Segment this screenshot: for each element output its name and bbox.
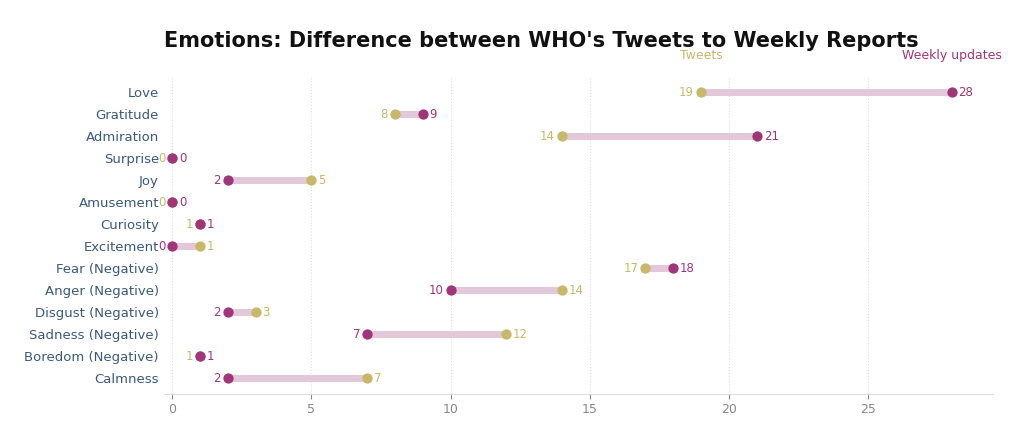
Text: 0: 0: [158, 196, 165, 209]
Text: 10: 10: [429, 284, 443, 297]
Text: 0: 0: [179, 196, 186, 209]
Text: 1: 1: [207, 218, 214, 231]
Point: [665, 265, 681, 272]
Text: 0: 0: [179, 152, 186, 165]
Point: [554, 287, 570, 294]
Point: [191, 353, 208, 360]
Point: [164, 155, 180, 162]
Text: 1: 1: [185, 350, 194, 363]
Text: 9: 9: [430, 108, 437, 121]
Point: [191, 243, 208, 250]
Text: 2: 2: [213, 174, 221, 187]
Text: 14: 14: [540, 130, 555, 143]
Point: [303, 177, 319, 184]
Text: 14: 14: [568, 284, 584, 297]
Point: [387, 111, 403, 118]
Point: [248, 309, 264, 316]
Text: 17: 17: [624, 262, 638, 275]
Text: 8: 8: [381, 108, 388, 121]
Point: [220, 309, 237, 316]
Point: [191, 221, 208, 228]
Text: 19: 19: [679, 86, 694, 99]
Point: [191, 221, 208, 228]
Text: 2: 2: [213, 306, 221, 319]
Point: [943, 89, 959, 96]
Text: Tweets: Tweets: [680, 49, 722, 62]
Text: 1: 1: [207, 240, 214, 253]
Text: 28: 28: [958, 86, 974, 99]
Point: [442, 287, 459, 294]
Text: Emotions: Difference between WHO's Tweets to Weekly Reports: Emotions: Difference between WHO's Tweet…: [164, 31, 919, 51]
Text: 0: 0: [158, 240, 165, 253]
Text: 3: 3: [262, 306, 270, 319]
Point: [191, 353, 208, 360]
Text: 21: 21: [764, 130, 778, 143]
Point: [164, 199, 180, 206]
Text: 5: 5: [318, 174, 326, 187]
Point: [164, 199, 180, 206]
Point: [693, 89, 710, 96]
Text: 1: 1: [207, 350, 214, 363]
Point: [498, 331, 514, 338]
Point: [220, 177, 237, 184]
Text: 7: 7: [352, 328, 360, 341]
Text: 1: 1: [185, 218, 194, 231]
Text: 0: 0: [158, 152, 165, 165]
Text: 2: 2: [213, 372, 221, 385]
Text: 7: 7: [374, 372, 382, 385]
Point: [358, 375, 375, 382]
Point: [637, 265, 653, 272]
Text: 12: 12: [513, 328, 528, 341]
Point: [554, 133, 570, 140]
Text: Weekly updates: Weekly updates: [901, 49, 1001, 62]
Point: [164, 155, 180, 162]
Point: [220, 375, 237, 382]
Point: [415, 111, 431, 118]
Point: [749, 133, 765, 140]
Point: [358, 331, 375, 338]
Point: [164, 243, 180, 250]
Text: 18: 18: [680, 262, 695, 275]
